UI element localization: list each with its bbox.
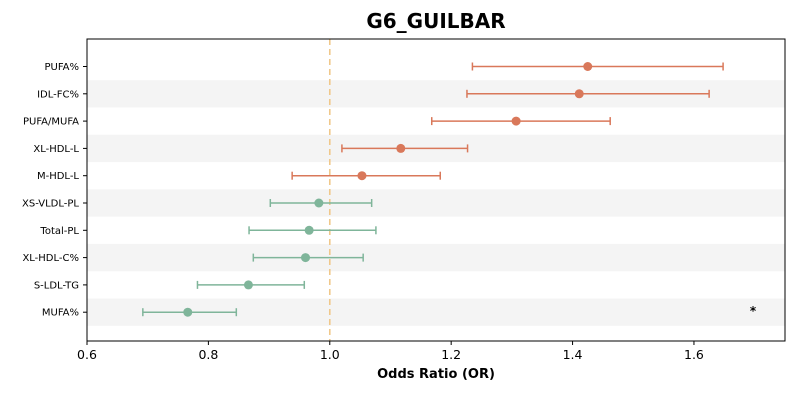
odds-ratio-point [574,89,584,99]
row-stripe [87,189,785,217]
odds-ratio-point [396,143,406,153]
x-tick-label: 1.6 [684,347,704,362]
x-tick-label: 0.6 [77,347,97,362]
chart-title: G6_GUILBAR [366,9,506,33]
y-tick-label: Total-PL [39,226,79,237]
odds-ratio-point [301,253,311,263]
y-tick-label: S-LDL-TG [34,280,79,291]
y-tick-label: MUFA% [42,308,79,319]
x-tick-label: 1.4 [563,347,583,362]
x-tick-label: 0.8 [198,347,218,362]
plot-frame [86,38,786,342]
y-tick-label: XS-VLDL-PL [22,199,79,210]
odds-ratio-point [583,62,593,71]
odds-ratio-point [243,280,253,290]
significance-annotation: * [750,304,757,318]
x-tick-label: 1.0 [320,347,340,362]
y-tick-label: IDL-FC% [37,89,79,100]
odds-ratio-point [314,198,324,208]
odds-ratio-point [183,307,193,317]
x-axis-label: Odds Ratio (OR) [377,367,495,382]
x-tick-label: 1.2 [441,347,461,362]
y-tick-label: M-HDL-L [37,171,79,182]
y-tick-label: PUFA/MUFA [23,117,79,128]
y-tick-label: PUFA% [44,62,79,73]
odds-ratio-point [511,116,521,126]
y-tick-label: XL-HDL-L [33,144,79,155]
row-stripe [87,243,785,272]
odds-ratio-point [357,171,367,181]
y-tick-label: XL-HDL-C% [22,253,79,264]
odds-ratio-point [304,225,314,235]
